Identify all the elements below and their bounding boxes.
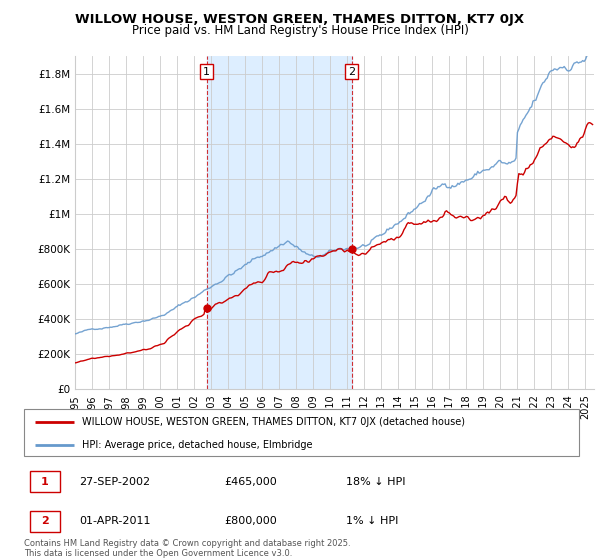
Text: WILLOW HOUSE, WESTON GREEN, THAMES DITTON, KT7 0JX (detached house): WILLOW HOUSE, WESTON GREEN, THAMES DITTO… — [82, 417, 465, 427]
Text: 01-APR-2011: 01-APR-2011 — [79, 516, 151, 526]
Text: WILLOW HOUSE, WESTON GREEN, THAMES DITTON, KT7 0JX: WILLOW HOUSE, WESTON GREEN, THAMES DITTO… — [76, 13, 524, 26]
Text: 1% ↓ HPI: 1% ↓ HPI — [346, 516, 398, 526]
FancyBboxPatch shape — [29, 472, 60, 492]
Text: 2: 2 — [41, 516, 49, 526]
Text: 1: 1 — [203, 67, 210, 77]
FancyBboxPatch shape — [29, 511, 60, 532]
Text: £800,000: £800,000 — [224, 516, 277, 526]
Text: £465,000: £465,000 — [224, 477, 277, 487]
Text: 1: 1 — [41, 477, 49, 487]
Text: Contains HM Land Registry data © Crown copyright and database right 2025.
This d: Contains HM Land Registry data © Crown c… — [24, 539, 350, 558]
Text: 2: 2 — [348, 67, 355, 77]
Text: 18% ↓ HPI: 18% ↓ HPI — [346, 477, 406, 487]
FancyBboxPatch shape — [24, 409, 579, 456]
Bar — [207, 56, 352, 389]
Text: 27-SEP-2002: 27-SEP-2002 — [79, 477, 151, 487]
Text: HPI: Average price, detached house, Elmbridge: HPI: Average price, detached house, Elmb… — [82, 440, 313, 450]
Text: Price paid vs. HM Land Registry's House Price Index (HPI): Price paid vs. HM Land Registry's House … — [131, 24, 469, 37]
